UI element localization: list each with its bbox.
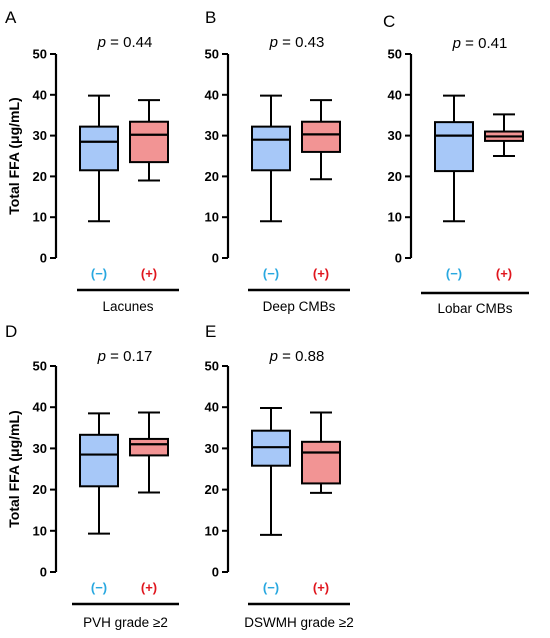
panel-letter: B — [205, 8, 216, 27]
y-tick-label: 30 — [388, 128, 402, 143]
panel-letter: C — [383, 12, 395, 31]
y-tick-label: 20 — [205, 169, 219, 184]
group-label-positive: (+) — [141, 266, 157, 281]
p-value-symbol: p — [269, 348, 278, 365]
group-label-negative: (−) — [91, 266, 107, 281]
group-label-positive: (+) — [313, 580, 329, 595]
p-value-symbol: p — [452, 35, 461, 52]
iqr-box — [251, 125, 291, 172]
box-negative — [79, 412, 119, 535]
iqr-box — [129, 120, 169, 164]
p-value-text: = 0.17 — [106, 348, 152, 365]
iqr-box — [79, 433, 119, 488]
y-tick-label: 30 — [205, 128, 219, 143]
p-value-text: = 0.44 — [106, 34, 152, 51]
group-label-negative: (−) — [91, 580, 107, 595]
group-label-negative: (−) — [263, 580, 279, 595]
y-tick-label: 40 — [205, 400, 219, 415]
panel-a: Ap = 0.44 0 10 20 30 40 50 Total FFA (μg/mL) (−)… — [5, 8, 179, 314]
x-axis-label: Lacunes — [102, 299, 153, 314]
y-tick-label: 0 — [212, 251, 219, 266]
box-positive — [129, 411, 169, 494]
y-tick-label: 40 — [33, 400, 47, 415]
box-positive — [301, 99, 341, 181]
y-tick-label: 10 — [33, 210, 47, 225]
panel-letter: D — [5, 322, 17, 341]
panel-d: Dp = 0.17 0 10 20 30 40 50 Total FFA (μg/mL) (−)… — [5, 322, 179, 630]
p-value: p = 0.17 — [97, 348, 153, 365]
group-label-positive: (+) — [313, 266, 329, 281]
y-tick-label: 40 — [205, 87, 219, 102]
p-value-symbol: p — [97, 34, 106, 51]
panel-e: Ep = 0.88 0 10 20 30 40 50 (−) (+) DSWMH grade ≥2 — [205, 322, 354, 630]
box-negative — [251, 407, 291, 536]
panel-b: Bp = 0.43 0 10 20 30 40 50 (−) (+) Deep CMBs — [205, 8, 350, 314]
p-value-symbol: p — [97, 348, 106, 365]
iqr-box — [301, 440, 341, 485]
y-axis-title: Total FFA (μg/mL) — [6, 410, 22, 527]
panel-letter: E — [205, 322, 216, 341]
group-label-negative: (−) — [446, 266, 462, 281]
x-axis-label: PVH grade ≥2 — [83, 615, 168, 630]
iqr-box — [79, 125, 119, 172]
p-value-text: = 0.41 — [461, 35, 507, 52]
iqr-box — [129, 437, 169, 457]
panel-c: Cp = 0.41 0 10 20 30 40 50 (−) (+) Lobar CMBs — [383, 12, 529, 316]
y-tick-label: 30 — [33, 128, 47, 143]
y-tick-label: 0 — [395, 251, 402, 266]
box-positive — [301, 411, 341, 494]
y-tick-label: 0 — [40, 251, 47, 266]
y-tick-label: 50 — [205, 47, 219, 62]
y-tick-label: 0 — [212, 565, 219, 580]
x-axis-label: DSWMH grade ≥2 — [244, 615, 353, 630]
y-axis-title: Total FFA (μg/mL) — [6, 97, 22, 214]
y-tick-label: 20 — [205, 482, 219, 497]
group-label-positive: (+) — [141, 580, 157, 595]
group-label-positive: (+) — [496, 266, 512, 281]
group-label-negative: (−) — [263, 266, 279, 281]
box-positive — [129, 99, 169, 182]
y-tick-label: 10 — [33, 523, 47, 538]
y-tick-label: 40 — [388, 87, 402, 102]
p-value-symbol: p — [269, 34, 278, 51]
box-negative — [434, 94, 474, 223]
p-value-text: = 0.43 — [278, 34, 324, 51]
iqr-box — [301, 120, 341, 153]
p-value: p = 0.43 — [269, 34, 325, 51]
p-value-text: = 0.88 — [278, 348, 324, 365]
p-value: p = 0.44 — [97, 34, 153, 51]
y-tick-label: 30 — [33, 441, 47, 456]
y-tick-label: 20 — [33, 169, 47, 184]
y-tick-label: 50 — [33, 47, 47, 62]
p-value: p = 0.88 — [269, 348, 325, 365]
y-tick-label: 10 — [205, 523, 219, 538]
y-tick-label: 20 — [33, 482, 47, 497]
box-positive — [484, 113, 524, 157]
x-axis-label: Deep CMBs — [263, 299, 336, 314]
y-tick-label: 50 — [33, 359, 47, 374]
y-tick-label: 20 — [388, 169, 402, 184]
x-axis-label: Lobar CMBs — [437, 301, 512, 316]
panel-letter: A — [5, 8, 17, 27]
y-tick-label: 50 — [388, 47, 402, 62]
box-negative — [79, 94, 119, 223]
y-tick-label: 50 — [205, 359, 219, 374]
y-tick-label: 30 — [205, 441, 219, 456]
p-value: p = 0.41 — [452, 35, 508, 52]
y-tick-label: 10 — [388, 210, 402, 225]
box-negative — [251, 94, 291, 223]
y-tick-label: 0 — [40, 565, 47, 580]
iqr-box — [434, 121, 474, 173]
y-tick-label: 10 — [205, 210, 219, 225]
y-tick-label: 40 — [33, 87, 47, 102]
